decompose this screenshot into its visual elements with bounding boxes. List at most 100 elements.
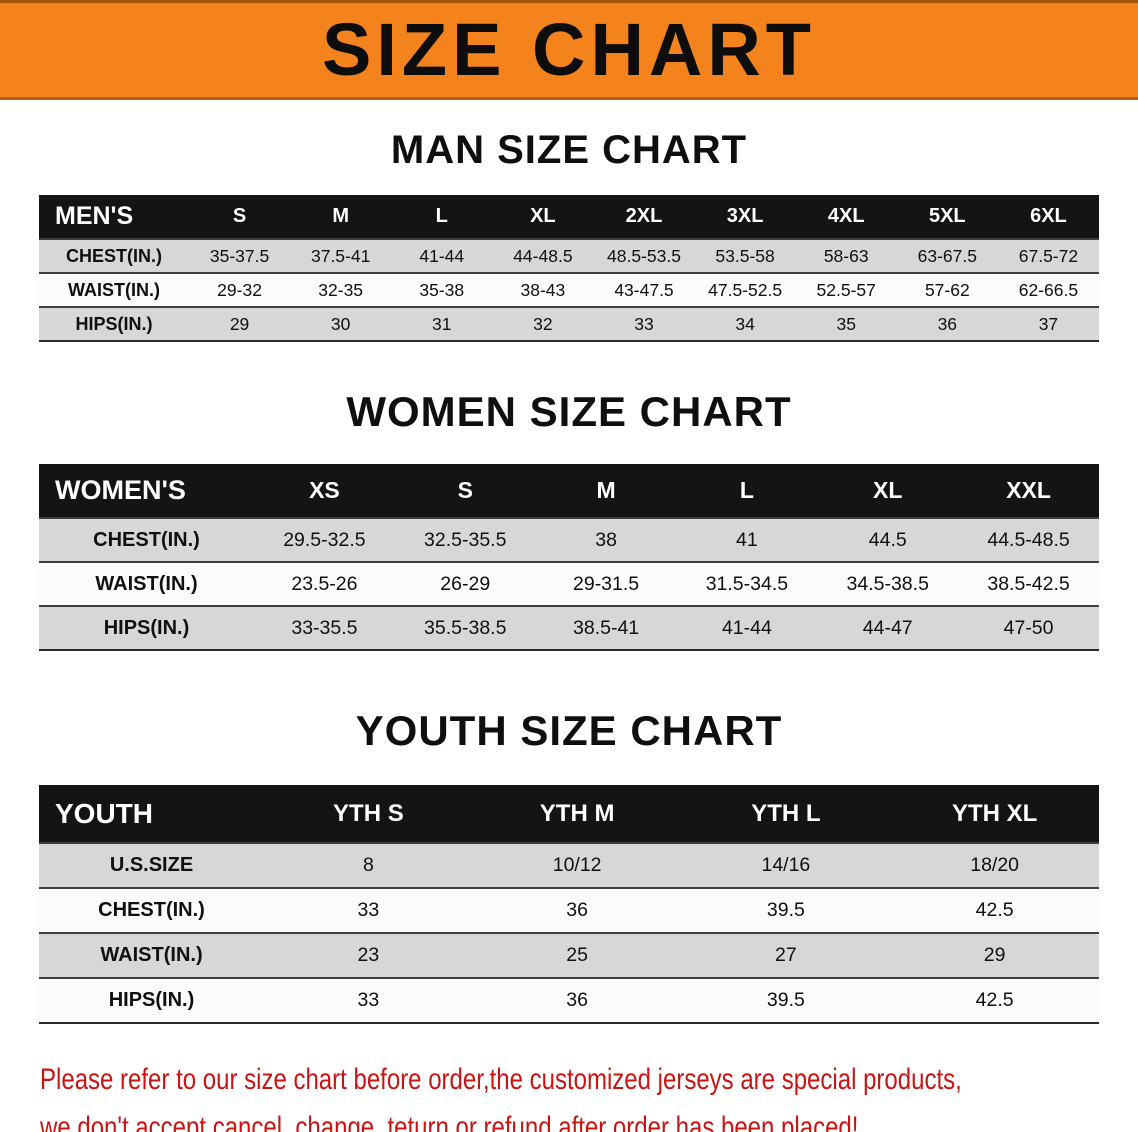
size-value: 44-48.5 — [492, 238, 594, 273]
size-value: 44-47 — [817, 605, 959, 650]
size-value: 29 — [189, 306, 291, 341]
women-table-title: WOMEN'S — [55, 475, 186, 505]
row-label: CHEST(IN.) — [39, 887, 264, 933]
size-value: 44.5 — [817, 517, 959, 562]
men-table-header-row: MEN'S S M L XL 2XL 3XL 4XL 5XL 6XL — [39, 195, 1099, 239]
size-value: 34.5-38.5 — [817, 561, 959, 606]
size-value: 37.5-41 — [290, 238, 392, 273]
men-section-heading: MAN SIZE CHART — [390, 128, 748, 172]
banner-title: SIZE CHART — [322, 8, 816, 91]
women-size-col-header: XS — [309, 477, 340, 503]
women-size-col-header: S — [457, 477, 473, 503]
women-size-col-header: XL — [873, 477, 903, 503]
men-size-chart-section: MAN SIZE CHART MEN'S S M L XL 2XL 3XL 4XL 5XL 6XL C… — [0, 128, 1138, 342]
women-table-row: HIPS(IN.) 33-35.5 35.5-38.5 38.5-41 41-44 44-… — [39, 605, 1099, 650]
women-table-header-row: WOMEN'S XS S M L XL XXL — [39, 464, 1099, 518]
row-label: WAIST(IN.) — [39, 932, 264, 978]
size-value: 36 — [472, 977, 682, 1023]
size-value: 47-50 — [958, 605, 1099, 650]
men-size-table: MEN'S S M L XL 2XL 3XL 4XL 5XL 6XL CHEST(IN.) 35-37… — [39, 195, 1099, 342]
size-value: 58-63 — [795, 238, 897, 273]
size-value: 42.5 — [890, 977, 1099, 1023]
row-label: HIPS(IN.) — [39, 605, 254, 650]
size-value: 18/20 — [890, 842, 1099, 888]
women-table-row: WAIST(IN.) 23.5-26 26-29 29-31.5 31.5-34.5 34… — [39, 561, 1099, 606]
size-value: 10/12 — [472, 842, 682, 888]
men-size-col-header: M — [332, 205, 349, 227]
size-value: 36 — [896, 306, 998, 341]
size-value: 23.5-26 — [254, 561, 395, 606]
size-value: 25 — [472, 932, 682, 978]
size-value: 8 — [264, 842, 473, 888]
size-value: 48.5-53.5 — [593, 238, 695, 273]
row-label: CHEST(IN.) — [39, 517, 254, 562]
row-label: WAIST(IN.) — [39, 561, 254, 606]
size-value: 33 — [593, 306, 695, 341]
size-value: 38-43 — [492, 272, 594, 307]
size-value: 31.5-34.5 — [676, 561, 818, 606]
banner: SIZE CHART — [0, 0, 1138, 100]
size-value: 23 — [264, 932, 473, 978]
size-value: 42.5 — [890, 887, 1099, 933]
size-value: 35.5-38.5 — [394, 605, 536, 650]
women-size-col-header: XXL — [1006, 477, 1051, 503]
women-size-col-header: M — [596, 477, 616, 503]
size-value: 29-32 — [189, 272, 291, 307]
size-value: 63-67.5 — [896, 238, 998, 273]
size-value: 32-35 — [290, 272, 392, 307]
youth-table-row: CHEST(IN.) 33 36 39.5 42.5 — [39, 887, 1099, 933]
women-size-col-header: L — [739, 477, 754, 503]
youth-size-col-header: YTH L — [751, 799, 821, 827]
size-value: 27 — [681, 932, 891, 978]
men-size-col-header: 3XL — [726, 205, 764, 227]
youth-size-col-header: YTH S — [333, 799, 404, 827]
size-value: 35-37.5 — [189, 238, 291, 273]
men-size-col-header: XL — [530, 205, 556, 227]
men-size-col-header: L — [435, 205, 448, 227]
size-value: 67.5-72 — [997, 238, 1099, 273]
women-table-row: CHEST(IN.) 29.5-32.5 32.5-35.5 38 41 44.5 44.5… — [39, 517, 1099, 562]
size-value: 29-31.5 — [535, 561, 677, 606]
size-value: 38 — [535, 517, 677, 562]
men-table-title: MEN'S — [55, 202, 134, 230]
size-value: 52.5-57 — [795, 272, 897, 307]
youth-table-row: U.S.SIZE 8 10/12 14/16 18/20 — [39, 842, 1099, 888]
size-value: 33-35.5 — [254, 605, 395, 650]
size-value: 62-66.5 — [997, 272, 1099, 307]
row-label: WAIST(IN.) — [39, 272, 189, 307]
women-section-heading: WOMEN SIZE CHART — [346, 388, 792, 435]
row-label: U.S.SIZE — [39, 842, 264, 888]
size-value: 39.5 — [681, 977, 891, 1023]
men-size-col-header: 2XL — [625, 205, 663, 227]
size-value: 36 — [472, 887, 682, 933]
youth-table-row: HIPS(IN.) 33 36 39.5 42.5 — [39, 977, 1099, 1023]
size-value: 30 — [290, 306, 392, 341]
size-value: 41-44 — [676, 605, 818, 650]
size-value: 41 — [676, 517, 818, 562]
size-value: 38.5-41 — [535, 605, 677, 650]
size-value: 33 — [264, 887, 473, 933]
men-size-col-header: 6XL — [1030, 205, 1067, 227]
order-notice: Please refer to our size chart before or… — [40, 1056, 1098, 1132]
size-value: 32.5-35.5 — [394, 517, 536, 562]
size-value: 43-47.5 — [593, 272, 695, 307]
men-table-row: CHEST(IN.) 35-37.5 37.5-41 41-44 44-48.5 48.5… — [39, 238, 1099, 273]
size-value: 41-44 — [391, 238, 493, 273]
row-label: CHEST(IN.) — [39, 238, 189, 273]
youth-size-col-header: YTH M — [539, 799, 615, 827]
size-value: 35 — [795, 306, 897, 341]
youth-table-title: YOUTH — [55, 797, 153, 829]
size-value: 31 — [391, 306, 493, 341]
men-table-row: HIPS(IN.) 29 30 31 32 33 34 35 36 37 — [39, 306, 1099, 341]
men-size-col-header: 5XL — [928, 205, 966, 227]
size-value: 14/16 — [681, 842, 891, 888]
youth-table-header-row: YOUTH YTH S YTH M YTH L YTH XL — [39, 785, 1099, 843]
size-value: 53.5-58 — [694, 238, 796, 273]
men-size-col-header: 4XL — [827, 205, 865, 227]
row-label: HIPS(IN.) — [39, 977, 264, 1023]
size-value: 38.5-42.5 — [958, 561, 1099, 606]
size-value: 29 — [890, 932, 1099, 978]
size-value: 35-38 — [391, 272, 493, 307]
size-value: 26-29 — [394, 561, 536, 606]
women-size-chart-section: WOMEN SIZE CHART WOMEN'S XS S M L XL XXL CHEST(I… — [0, 388, 1138, 651]
